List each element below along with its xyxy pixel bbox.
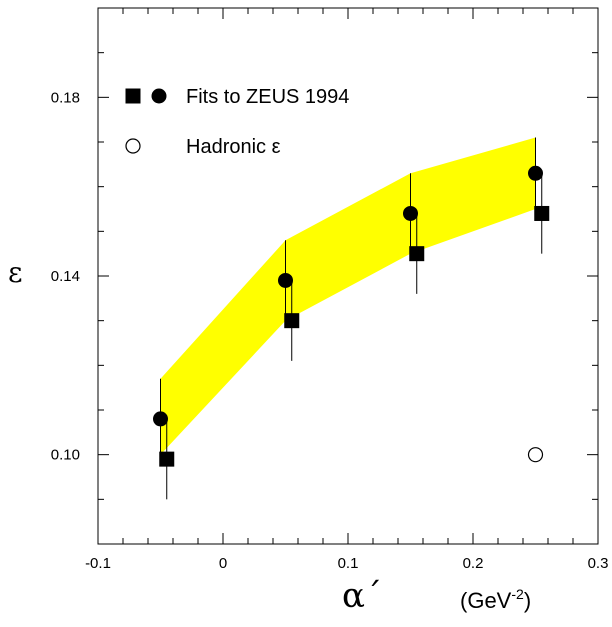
legend-marker-square-filled bbox=[125, 88, 141, 104]
legend-label: Fits to ZEUS 1994 bbox=[186, 86, 349, 108]
data-point-circle-filled bbox=[278, 272, 293, 288]
y-tick-label: 0.10 bbox=[51, 447, 80, 464]
data-point-square-filled bbox=[284, 313, 300, 329]
data-point-square-filled bbox=[534, 205, 550, 221]
x-tick-label: 0.3 bbox=[588, 555, 609, 572]
legend: Fits to ZEUS 1994 Hadronic ε bbox=[125, 86, 349, 158]
y-tick-label: 0.14 bbox=[51, 268, 80, 285]
legend-marker-circle-open bbox=[125, 138, 141, 154]
data-point-circle-open bbox=[527, 447, 544, 463]
uncertainty-band bbox=[160, 137, 536, 455]
data-layer bbox=[153, 137, 550, 500]
x-tick-label: -0.1 bbox=[85, 555, 111, 572]
x-tick-label: 0.2 bbox=[463, 555, 484, 572]
data-point-square-filled bbox=[159, 451, 175, 467]
y-tick-label: 0.18 bbox=[51, 89, 80, 106]
data-point-circle-filled bbox=[403, 205, 418, 221]
plot-frame-layer: -0.1 0 0.1 0.2 0.3 0.10 0.14 0.18 bbox=[51, 7, 609, 572]
uncertainty-band-layer bbox=[160, 137, 536, 455]
data-point-circle-filled bbox=[528, 165, 543, 181]
x-tick-label: 0 bbox=[219, 555, 227, 572]
x-axis-unit: (GeV-2) bbox=[460, 586, 531, 613]
y-axis-label: ε bbox=[8, 256, 23, 289]
legend-marker-circle-filled bbox=[151, 88, 167, 104]
legend-label: Hadronic ε bbox=[186, 136, 281, 158]
axis-labels: ε α´ (GeV-2) bbox=[8, 256, 531, 616]
data-point-circle-filled bbox=[153, 411, 168, 427]
data-point-square-filled bbox=[409, 246, 425, 262]
x-tick-label: 0.1 bbox=[338, 555, 359, 572]
x-axis-label: α´ bbox=[342, 576, 382, 616]
